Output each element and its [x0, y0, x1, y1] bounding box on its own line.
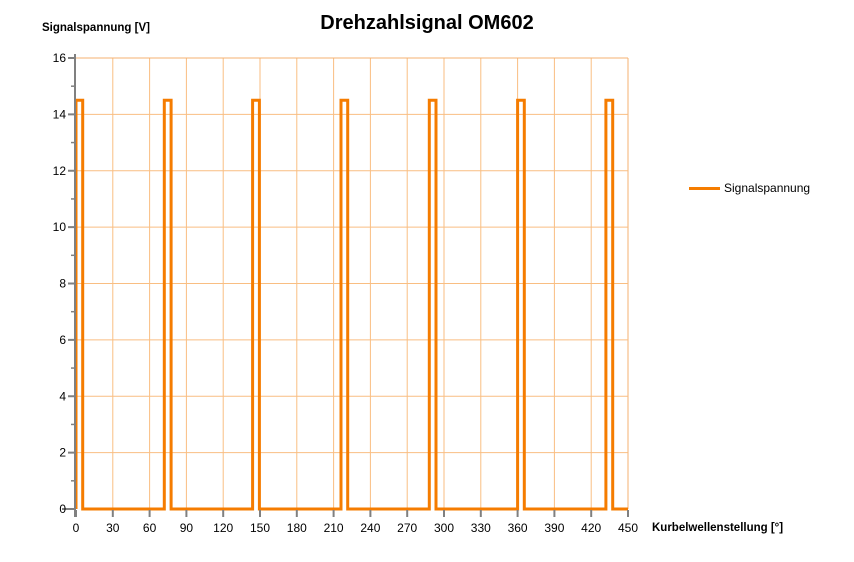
- tick-label: 10: [53, 220, 67, 234]
- tick-label: 14: [53, 107, 67, 121]
- tick-label: 0: [59, 502, 66, 516]
- legend-line-marker: [689, 186, 720, 190]
- tick-label: 60: [143, 521, 157, 535]
- tick-marks: [68, 57, 629, 517]
- tick-label: 180: [287, 521, 307, 535]
- tick-label: 360: [508, 521, 528, 535]
- tick-label: 0: [73, 521, 80, 535]
- tick-label: 8: [59, 277, 66, 291]
- gridlines: [76, 57, 629, 509]
- y-axis-title: Signalspannung [V]: [42, 22, 150, 34]
- tick-label: 450: [618, 521, 638, 535]
- tick-label: 2: [59, 446, 66, 460]
- tick-label: 30: [106, 521, 120, 535]
- tick-labels: 0 2 4 6 8 10 12 14 16 0 30 60 90 120 150 180 210 240 270 30…: [53, 51, 639, 535]
- tick-label: 4: [59, 389, 66, 403]
- x-axis-title: Kurbelwellenstellung [°]: [652, 522, 784, 534]
- tick-label: 240: [360, 521, 380, 535]
- legend-label: Signalspannung: [724, 181, 811, 195]
- chart-title: Drehzahlsignal OM602: [320, 12, 534, 34]
- tick-label: 12: [53, 164, 67, 178]
- legend: Signalspannung: [689, 181, 810, 195]
- tick-label: 300: [434, 521, 454, 535]
- tick-label: 420: [581, 521, 601, 535]
- tick-label: 150: [250, 521, 270, 535]
- tick-label: 90: [180, 521, 194, 535]
- series-line-signalspannung: [74, 98, 628, 511]
- tick-label: 330: [471, 521, 491, 535]
- tick-label: 16: [53, 51, 67, 65]
- tick-label: 6: [59, 333, 66, 347]
- tick-label: 270: [397, 521, 417, 535]
- tick-label: 390: [544, 521, 564, 535]
- tick-label: 120: [213, 521, 233, 535]
- tick-label: 210: [324, 521, 344, 535]
